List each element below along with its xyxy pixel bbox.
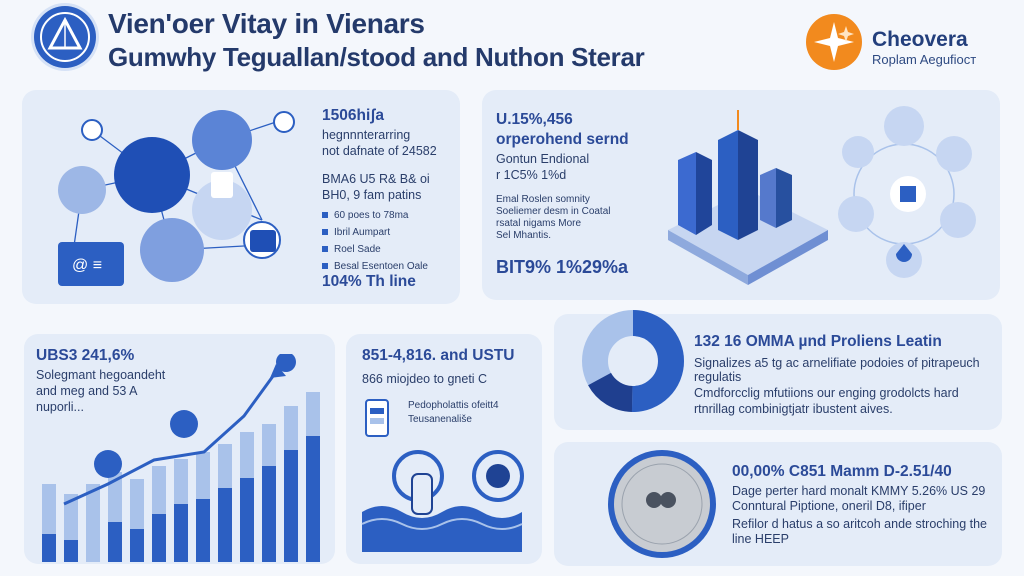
- panel-map-line4: line HEEP: [732, 532, 789, 547]
- panel-map-line3: Refilor d hatus a so aritcoh ande stroch…: [732, 517, 987, 532]
- panel-buildings-note1: Emal Roslen somnity: [496, 194, 590, 206]
- panel-donut-line2: regulatis: [694, 370, 741, 385]
- panel-map-line1: Dage perter hard monalt KMMY 5.26% US 29: [732, 484, 985, 499]
- network-node-small: [82, 120, 102, 140]
- header-logo: [34, 6, 96, 68]
- panel-buildings-note3: rsatal nigams More: [496, 218, 581, 230]
- panel-donut-line4: rtnrillag combinigtjatr ibustent aives.: [694, 402, 893, 417]
- panel-network-line1: hegnnnterarring: [322, 128, 410, 143]
- network-node-left: [58, 166, 106, 214]
- panel-middle-note1: Pedopholattis ofeitt4: [408, 400, 499, 412]
- network-node-right: [192, 110, 252, 170]
- panel-buildings-heading: U.15%,456: [496, 112, 573, 127]
- panel-network-footer: 104% Th line: [322, 274, 416, 289]
- panel-middle: 851-4,816. and USTU 866 miojdeo to gneti…: [346, 334, 542, 564]
- network-node-bottom: [140, 218, 204, 282]
- panel-middle-line: 866 miojdeo to gneti C: [362, 372, 487, 387]
- chart-icon: [842, 136, 874, 168]
- panel-network-bullet1: 60 poes to 78ma: [322, 210, 409, 222]
- swim-illustration: [352, 434, 538, 560]
- icon-cluster: [828, 102, 994, 290]
- donut-chart-graphic: [578, 306, 688, 416]
- map-coin-graphic: [602, 446, 722, 562]
- panel-map: 00,00% C851 Mamm D-2.51/40 Dage perter h…: [554, 442, 1002, 566]
- panel-network-line2: not dafnate of 24582: [322, 144, 437, 159]
- panel-network-sub2: BH0, 9 fam patins: [322, 188, 421, 203]
- panel-buildings-note2: Soeliemer desm in Coatal: [496, 206, 611, 218]
- panel-middle-note2: Teusanenališe: [408, 414, 472, 426]
- panel-middle-heading: 851-4,816. and USTU: [362, 348, 514, 363]
- device-icon: [362, 398, 392, 438]
- page-title-line2: Gumwhy Teguallan/stood and Nuthon Sterar: [108, 42, 644, 73]
- leaf-icon: [838, 196, 874, 232]
- network-illustration: @ ≡: [22, 90, 312, 304]
- panel-donut-line1: Signalizes a5 tg ac arnelifiate podoies …: [694, 356, 980, 371]
- sparkle-logo-icon: [806, 14, 862, 70]
- network-node-top: [274, 112, 294, 132]
- panel-network-bullet2: Ibril Aumpart: [322, 227, 390, 239]
- page-title-line1: Vien'oer Vitay in Vienars: [108, 8, 425, 40]
- brand-name: Cheovera: [872, 28, 968, 52]
- panel-donut-line3: Cmdforcclig mfutiions our enging grodolc…: [694, 386, 959, 401]
- dollar-icon: [936, 136, 972, 172]
- panel-network-heading: 1506hiʃa: [322, 108, 384, 123]
- panel-buildings-note4: Sel Mhantis.: [496, 230, 551, 242]
- panel-buildings-footer: BIT9% 1%29%a: [496, 260, 628, 275]
- panel-buildings-line2: Gontun Endional: [496, 152, 589, 167]
- brand-tagline: Roplam Aegufiост: [872, 52, 976, 67]
- bar-node-1: [94, 450, 122, 478]
- network-node-main: [114, 137, 190, 213]
- panel-network-sub1: BMA6 U5 R& B& oi: [322, 172, 430, 187]
- panel-buildings-line3: r 1C5% 1%d: [496, 168, 566, 183]
- panel-map-heading: 00,00% C851 Mamm D-2.51/40: [732, 464, 952, 479]
- brand-logo: [806, 14, 862, 70]
- triangle-logo-icon: [34, 6, 96, 68]
- panel-network-bullet3: Roel Sade: [322, 244, 381, 256]
- chart-bar-icon: [940, 202, 976, 238]
- panel-buildings: U.15%,456 orperohend sernd Gontun Endion…: [482, 90, 1000, 300]
- bar-growth-illustration: [34, 354, 334, 564]
- panel-donut: 132 16 OMMA µnd Proliens Leatin Signaliz…: [554, 314, 1002, 430]
- city-building-illustration: [658, 100, 838, 292]
- panel-network: @ ≡ 1506hiʃa hegnnnterarring not dafnate…: [22, 90, 460, 304]
- panel-buildings-line1: orperohend sernd: [496, 132, 629, 147]
- cloud-icon: [884, 106, 924, 146]
- panel-bars: UBS3 241,6% Solegmant hegoandeht and meg…: [24, 334, 335, 564]
- svg-text:@ ≡: @ ≡: [72, 257, 102, 274]
- panel-map-line2: Conntural Piptione, oneril D8, ifiper: [732, 499, 926, 514]
- bar-node-2: [170, 410, 198, 438]
- panel-network-bullet4: Besal Esentoen Oale: [322, 261, 428, 273]
- panel-donut-heading: 132 16 OMMA µnd Proliens Leatin: [694, 334, 942, 349]
